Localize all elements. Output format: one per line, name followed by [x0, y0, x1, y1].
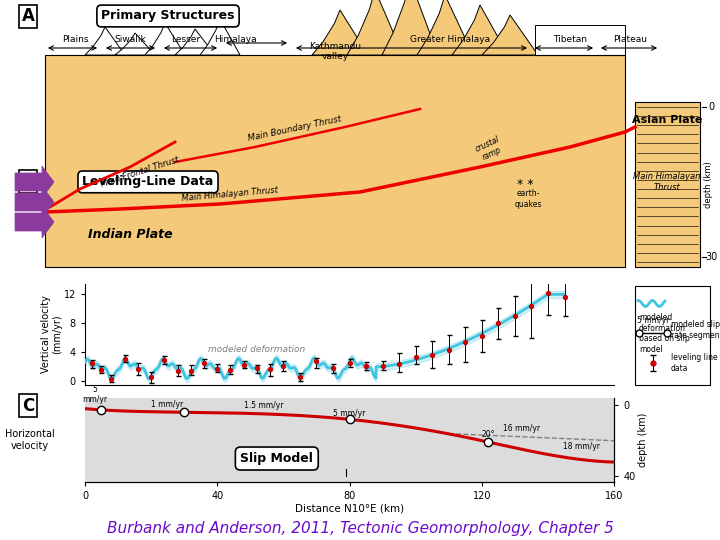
- Text: Burbank and Anderson, 2011, Tectonic Geomorphology, Chapter 5: Burbank and Anderson, 2011, Tectonic Geo…: [107, 521, 613, 536]
- Text: 5 mm/yr: 5 mm/yr: [333, 409, 366, 418]
- Text: depth (km): depth (km): [704, 161, 713, 208]
- Text: Indian Plate: Indian Plate: [88, 228, 172, 241]
- Polygon shape: [347, 0, 403, 55]
- Polygon shape: [15, 186, 54, 218]
- Text: 0: 0: [708, 102, 714, 112]
- Text: Asian Plate: Asian Plate: [632, 115, 702, 125]
- Polygon shape: [312, 10, 368, 55]
- Polygon shape: [15, 166, 54, 198]
- Y-axis label: depth (km): depth (km): [638, 413, 648, 467]
- Polygon shape: [115, 33, 155, 55]
- Text: B: B: [22, 173, 35, 191]
- Text: Main Himalayan Thrust: Main Himalayan Thrust: [181, 185, 279, 202]
- Text: 18 mm/yr: 18 mm/yr: [562, 442, 600, 451]
- Text: 1.5 mm/yr: 1.5 mm/yr: [244, 401, 283, 410]
- Text: modeled slip
rate segment: modeled slip rate segment: [671, 320, 720, 340]
- Text: Slip Model: Slip Model: [240, 452, 313, 465]
- Polygon shape: [15, 206, 54, 238]
- X-axis label: Distance N10°E (km): Distance N10°E (km): [295, 503, 404, 514]
- FancyBboxPatch shape: [635, 286, 710, 385]
- Text: Horizontal
velocity: Horizontal velocity: [5, 429, 55, 450]
- Text: Main Boundary Thrust: Main Boundary Thrust: [248, 114, 343, 143]
- FancyBboxPatch shape: [45, 55, 625, 267]
- Text: 1 mm/yr: 1 mm/yr: [151, 400, 184, 409]
- Text: Plains: Plains: [62, 35, 89, 44]
- Text: A: A: [22, 7, 35, 25]
- Polygon shape: [417, 0, 473, 55]
- Text: 5 mm/yr: 5 mm/yr: [637, 316, 670, 325]
- Text: Kathmandu
valley: Kathmandu valley: [309, 42, 361, 62]
- Text: modeled
deformation
based on slip
model: modeled deformation based on slip model: [639, 314, 690, 354]
- Text: Himalaya: Himalaya: [214, 35, 256, 44]
- Y-axis label: Vertical velocity
(mm/yr): Vertical velocity (mm/yr): [40, 295, 62, 373]
- FancyBboxPatch shape: [535, 25, 625, 55]
- Text: C: C: [22, 397, 34, 415]
- Text: * *: * *: [517, 178, 534, 191]
- Text: Siwalik: Siwalik: [114, 35, 146, 44]
- Text: Main Frontal Thrust: Main Frontal Thrust: [100, 155, 180, 189]
- Polygon shape: [382, 0, 438, 55]
- Polygon shape: [482, 15, 538, 55]
- Polygon shape: [200, 19, 240, 55]
- Text: modeled deformation: modeled deformation: [208, 345, 305, 354]
- Text: rock uplift in
Greater Himalaya: rock uplift in Greater Himalaya: [140, 303, 256, 331]
- Polygon shape: [145, 23, 185, 55]
- Polygon shape: [175, 29, 215, 55]
- Text: 1-σ
error envelope: 1-σ error envelope: [351, 288, 413, 308]
- Text: Main Himalayan
Thrust: Main Himalayan Thrust: [634, 172, 701, 192]
- Text: 5
mm/yr: 5 mm/yr: [82, 385, 107, 404]
- Text: Lesser: Lesser: [171, 35, 201, 44]
- Text: 30: 30: [705, 252, 717, 262]
- FancyBboxPatch shape: [635, 102, 700, 267]
- Text: crustal
ramp: crustal ramp: [474, 134, 506, 163]
- Text: Greater Himalaya: Greater Himalaya: [410, 35, 490, 44]
- Text: Plateau: Plateau: [613, 35, 647, 44]
- Text: Leveling-Line Data: Leveling-Line Data: [82, 176, 214, 188]
- Text: Primary Structures: Primary Structures: [102, 10, 235, 23]
- Polygon shape: [452, 5, 508, 55]
- Text: 16 mm/yr: 16 mm/yr: [503, 424, 540, 433]
- Text: 20°: 20°: [482, 430, 495, 439]
- Polygon shape: [85, 27, 125, 55]
- Text: earth-
quakes: earth- quakes: [514, 190, 541, 208]
- Text: Tibetan: Tibetan: [553, 35, 587, 44]
- Text: leveling line
data: leveling line data: [671, 353, 718, 373]
